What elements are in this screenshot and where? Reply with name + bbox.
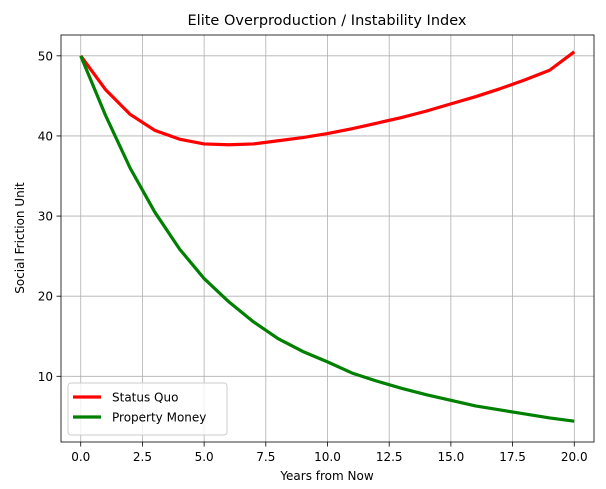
x-tick-label: 0.0 xyxy=(71,450,90,464)
x-axis-label: Years from Now xyxy=(279,469,374,483)
x-tick-label: 20.0 xyxy=(561,450,588,464)
x-tick-label: 17.5 xyxy=(499,450,526,464)
y-tick-label: 10 xyxy=(38,370,53,384)
y-tick-label: 50 xyxy=(38,49,53,63)
grid xyxy=(61,35,594,442)
y-axis-label: Social Friction Unit xyxy=(13,182,27,294)
x-tick-label: 15.0 xyxy=(438,450,465,464)
legend-label-property-money: Property Money xyxy=(112,411,206,425)
chart-title: Elite Overproduction / Instability Index xyxy=(188,13,467,29)
x-tick-label: 12.5 xyxy=(376,450,403,464)
series-line-property-money xyxy=(79,55,575,423)
x-tick-label: 7.5 xyxy=(256,450,275,464)
x-tick-label: 5.0 xyxy=(195,450,214,464)
legend: Status Quo Property Money xyxy=(67,382,228,436)
y-tick-label: 30 xyxy=(38,210,53,224)
axis-ticks: 0.0 2.5 5.0 7.5 10.0 12.5 15.0 17.5 20.0 10 20 30 40… xyxy=(38,49,588,464)
series-line-status-quo xyxy=(79,50,576,147)
series-lines xyxy=(79,50,576,423)
legend-box xyxy=(67,382,228,436)
y-tick-label: 20 xyxy=(38,290,53,304)
x-tick-label: 10.0 xyxy=(314,450,341,464)
y-tick-label: 40 xyxy=(38,129,53,143)
legend-label-status-quo: Status Quo xyxy=(112,391,178,405)
x-tick-label: 2.5 xyxy=(133,450,152,464)
